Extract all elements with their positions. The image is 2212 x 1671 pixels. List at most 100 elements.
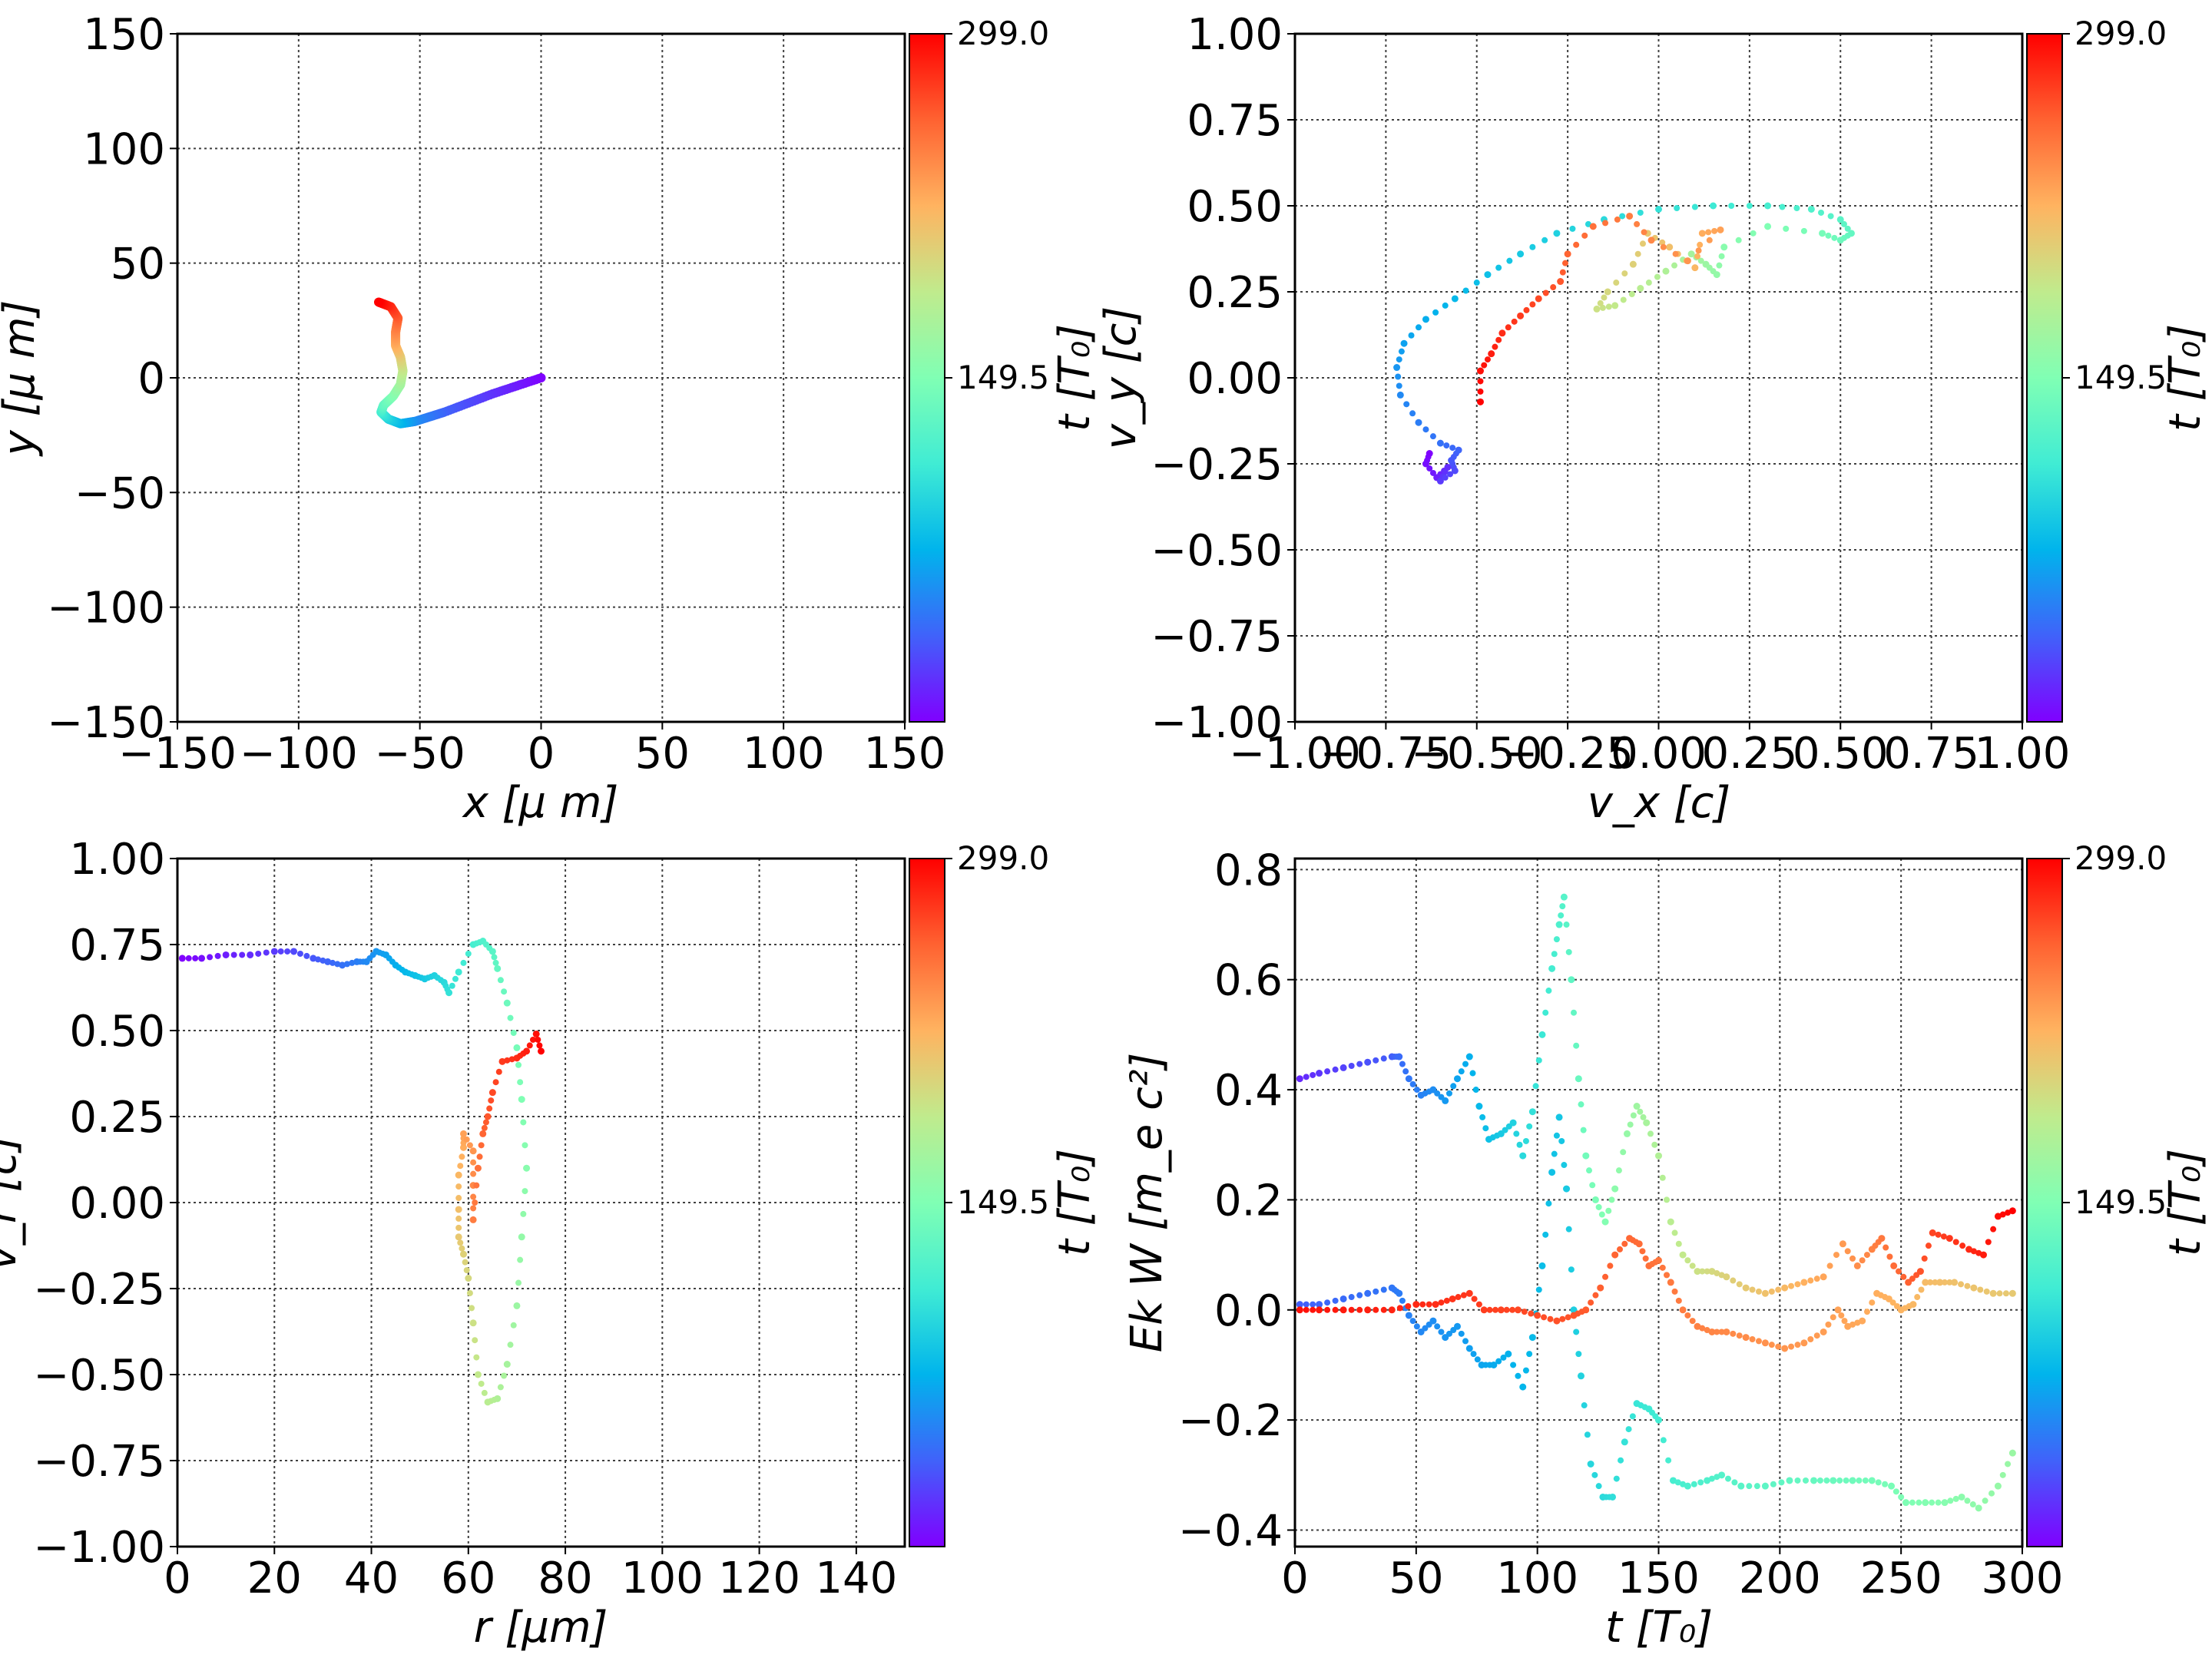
data-point <box>1380 1306 1387 1313</box>
trajectory-points <box>374 297 546 429</box>
data-point <box>1925 1242 1932 1249</box>
data-point <box>1886 1253 1893 1260</box>
data-point <box>1490 1361 1498 1368</box>
data-point <box>1641 229 1647 236</box>
data-point <box>1666 243 1674 251</box>
data-point <box>1694 253 1701 260</box>
data-point <box>290 948 298 955</box>
data-point <box>1630 1112 1637 1119</box>
phase-ticks: −1.00−0.75−0.50−0.250.000.250.500.751.00… <box>1151 10 2070 779</box>
data-point <box>1716 262 1723 269</box>
data-point <box>1605 303 1612 310</box>
data-point <box>263 949 270 956</box>
data-point <box>1730 1330 1737 1337</box>
data-point <box>339 961 346 969</box>
x-tick-label: 80 <box>538 1554 592 1603</box>
energy-y-label: Ek W [m_e c²] <box>1122 1053 1172 1353</box>
vr-grid <box>177 858 905 1547</box>
colorbar-tick-label-max: 299.0 <box>957 15 1049 52</box>
y-tick-label: 0.25 <box>1187 268 1283 318</box>
data-point <box>459 1130 467 1137</box>
data-point <box>1403 401 1410 408</box>
data-point <box>1555 1113 1563 1121</box>
data-point <box>1794 1342 1801 1348</box>
data-point <box>492 959 499 966</box>
data-point <box>1875 1479 1882 1486</box>
data-point <box>1373 1288 1379 1295</box>
data-point <box>1736 1281 1743 1288</box>
data-point <box>1819 230 1826 237</box>
data-point <box>1959 1242 1966 1249</box>
data-point <box>1655 205 1662 213</box>
data-point <box>1749 1286 1756 1293</box>
data-point <box>1380 1055 1387 1062</box>
data-point <box>1438 1299 1445 1306</box>
data-point <box>1761 1289 1769 1297</box>
data-point <box>1519 1152 1527 1160</box>
data-point <box>1836 216 1844 223</box>
data-point <box>455 1233 462 1241</box>
data-point <box>1922 1499 1929 1507</box>
data-point <box>1409 1080 1416 1087</box>
data-point <box>1542 1009 1549 1016</box>
data-point <box>1714 1329 1720 1335</box>
data-point <box>1511 318 1518 325</box>
data-point <box>1695 247 1702 254</box>
data-point <box>1827 213 1834 220</box>
data-point <box>1838 1312 1845 1319</box>
x-tick-label: 0.75 <box>1883 729 1979 779</box>
data-point <box>1836 1477 1843 1484</box>
data-point <box>1542 1231 1549 1238</box>
data-point <box>1510 1362 1517 1368</box>
x-tick-label: 120 <box>718 1554 800 1603</box>
energy-ticks: 0 50 100 150 200 250 300 −0.4 −0.2 0.0 0.2 0.4 0.6 0.… <box>1178 845 2063 1603</box>
data-point <box>1517 312 1525 319</box>
data-point <box>1453 1322 1461 1330</box>
y-tick-label: 100 <box>83 124 165 174</box>
data-point <box>1764 202 1772 210</box>
data-point <box>1675 1297 1682 1304</box>
data-point <box>1509 1119 1517 1127</box>
data-point <box>1473 280 1480 286</box>
data-point <box>1443 442 1450 449</box>
data-point <box>1618 1457 1624 1464</box>
data-point <box>1684 1482 1691 1490</box>
data-point <box>523 1047 531 1055</box>
data-point <box>1550 284 1557 291</box>
trajectory-panel: −150 −100 −50 0 50 100 150−150−100−50050100150… <box>0 10 1100 828</box>
y-tick-label: 0.75 <box>1187 96 1283 146</box>
x-tick-label: 0 <box>1281 1554 1309 1603</box>
data-point <box>1611 302 1619 309</box>
data-point <box>463 1267 470 1274</box>
data-point <box>1892 1488 1899 1495</box>
data-point <box>473 1354 480 1361</box>
data-point <box>1994 1213 2002 1220</box>
data-point <box>1615 1167 1622 1174</box>
data-point <box>1597 299 1604 306</box>
data-point <box>1689 1262 1696 1269</box>
data-point <box>1856 1477 1863 1484</box>
data-point <box>1396 1305 1403 1312</box>
data-point <box>1553 936 1560 943</box>
data-point <box>459 1143 467 1151</box>
data-point <box>1840 220 1847 227</box>
data-point <box>1626 212 1634 220</box>
data-point <box>470 1159 477 1166</box>
data-point <box>466 1142 473 1149</box>
data-point <box>1788 1343 1795 1350</box>
data-point <box>1724 1475 1731 1482</box>
x-tick-label: 0.00 <box>1611 729 1707 779</box>
data-point <box>1674 1479 1681 1486</box>
data-point <box>1746 1483 1753 1490</box>
data-point <box>445 989 453 997</box>
data-point <box>1515 1372 1522 1379</box>
data-point <box>1364 1058 1372 1066</box>
data-point <box>1775 1286 1782 1293</box>
data-point <box>1462 1338 1469 1345</box>
data-point <box>1519 1383 1527 1391</box>
data-point <box>1356 1292 1363 1299</box>
data-point <box>1497 1306 1505 1314</box>
data-point <box>1888 1482 1896 1490</box>
data-point <box>1983 1288 1990 1295</box>
data-point <box>1303 1301 1310 1308</box>
